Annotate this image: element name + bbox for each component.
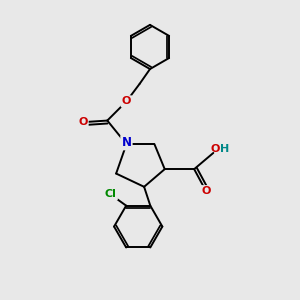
Text: N: N: [122, 136, 131, 149]
Text: O: O: [210, 144, 220, 154]
Text: H: H: [220, 144, 229, 154]
Text: O: O: [122, 96, 131, 106]
Text: O: O: [78, 117, 88, 127]
Text: O: O: [201, 186, 211, 196]
Text: Cl: Cl: [105, 189, 117, 199]
